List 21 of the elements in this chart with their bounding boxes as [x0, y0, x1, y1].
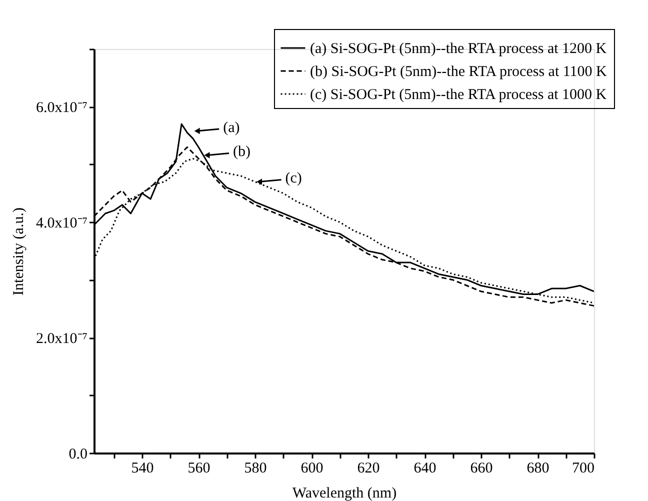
- x-tick-label: 540: [131, 460, 154, 476]
- legend-label: (b) Si-SOG-Pt (5nm)--the RTA process at 1100 K: [310, 64, 608, 80]
- x-tick-label: 700: [572, 460, 594, 476]
- legend-label: (c) Si-SOG-Pt (5nm)--the RTA process at 1000 K: [310, 87, 607, 103]
- x-tick-label: 600: [300, 460, 324, 476]
- x-tick-label: 580: [244, 460, 267, 476]
- annotation: (a): [223, 120, 240, 136]
- legend-label: (a) Si-SOG-Pt (5nm)--the RTA process at 1200 K: [310, 41, 607, 57]
- y-axis-title: Intensity (a.u.): [11, 208, 28, 296]
- y-tick-label: 6.0x10⁻⁷: [36, 100, 88, 116]
- y-tick-label: 2.0x10⁻⁷: [36, 331, 88, 348]
- x-tick-label: 560: [188, 460, 210, 476]
- annotation: (b): [232, 144, 250, 160]
- x-tick-label: 680: [526, 460, 550, 476]
- y-tick-label: 0.0: [68, 446, 88, 462]
- x-tick-label: 640: [414, 460, 436, 476]
- x-tick-label: 620: [357, 460, 380, 476]
- y-tick-label: 4.0x10⁻⁷: [36, 216, 88, 232]
- x-axis-title: Wavelength (nm): [292, 486, 397, 501]
- annotation: (c): [285, 170, 302, 187]
- x-tick-label: 660: [470, 460, 493, 476]
